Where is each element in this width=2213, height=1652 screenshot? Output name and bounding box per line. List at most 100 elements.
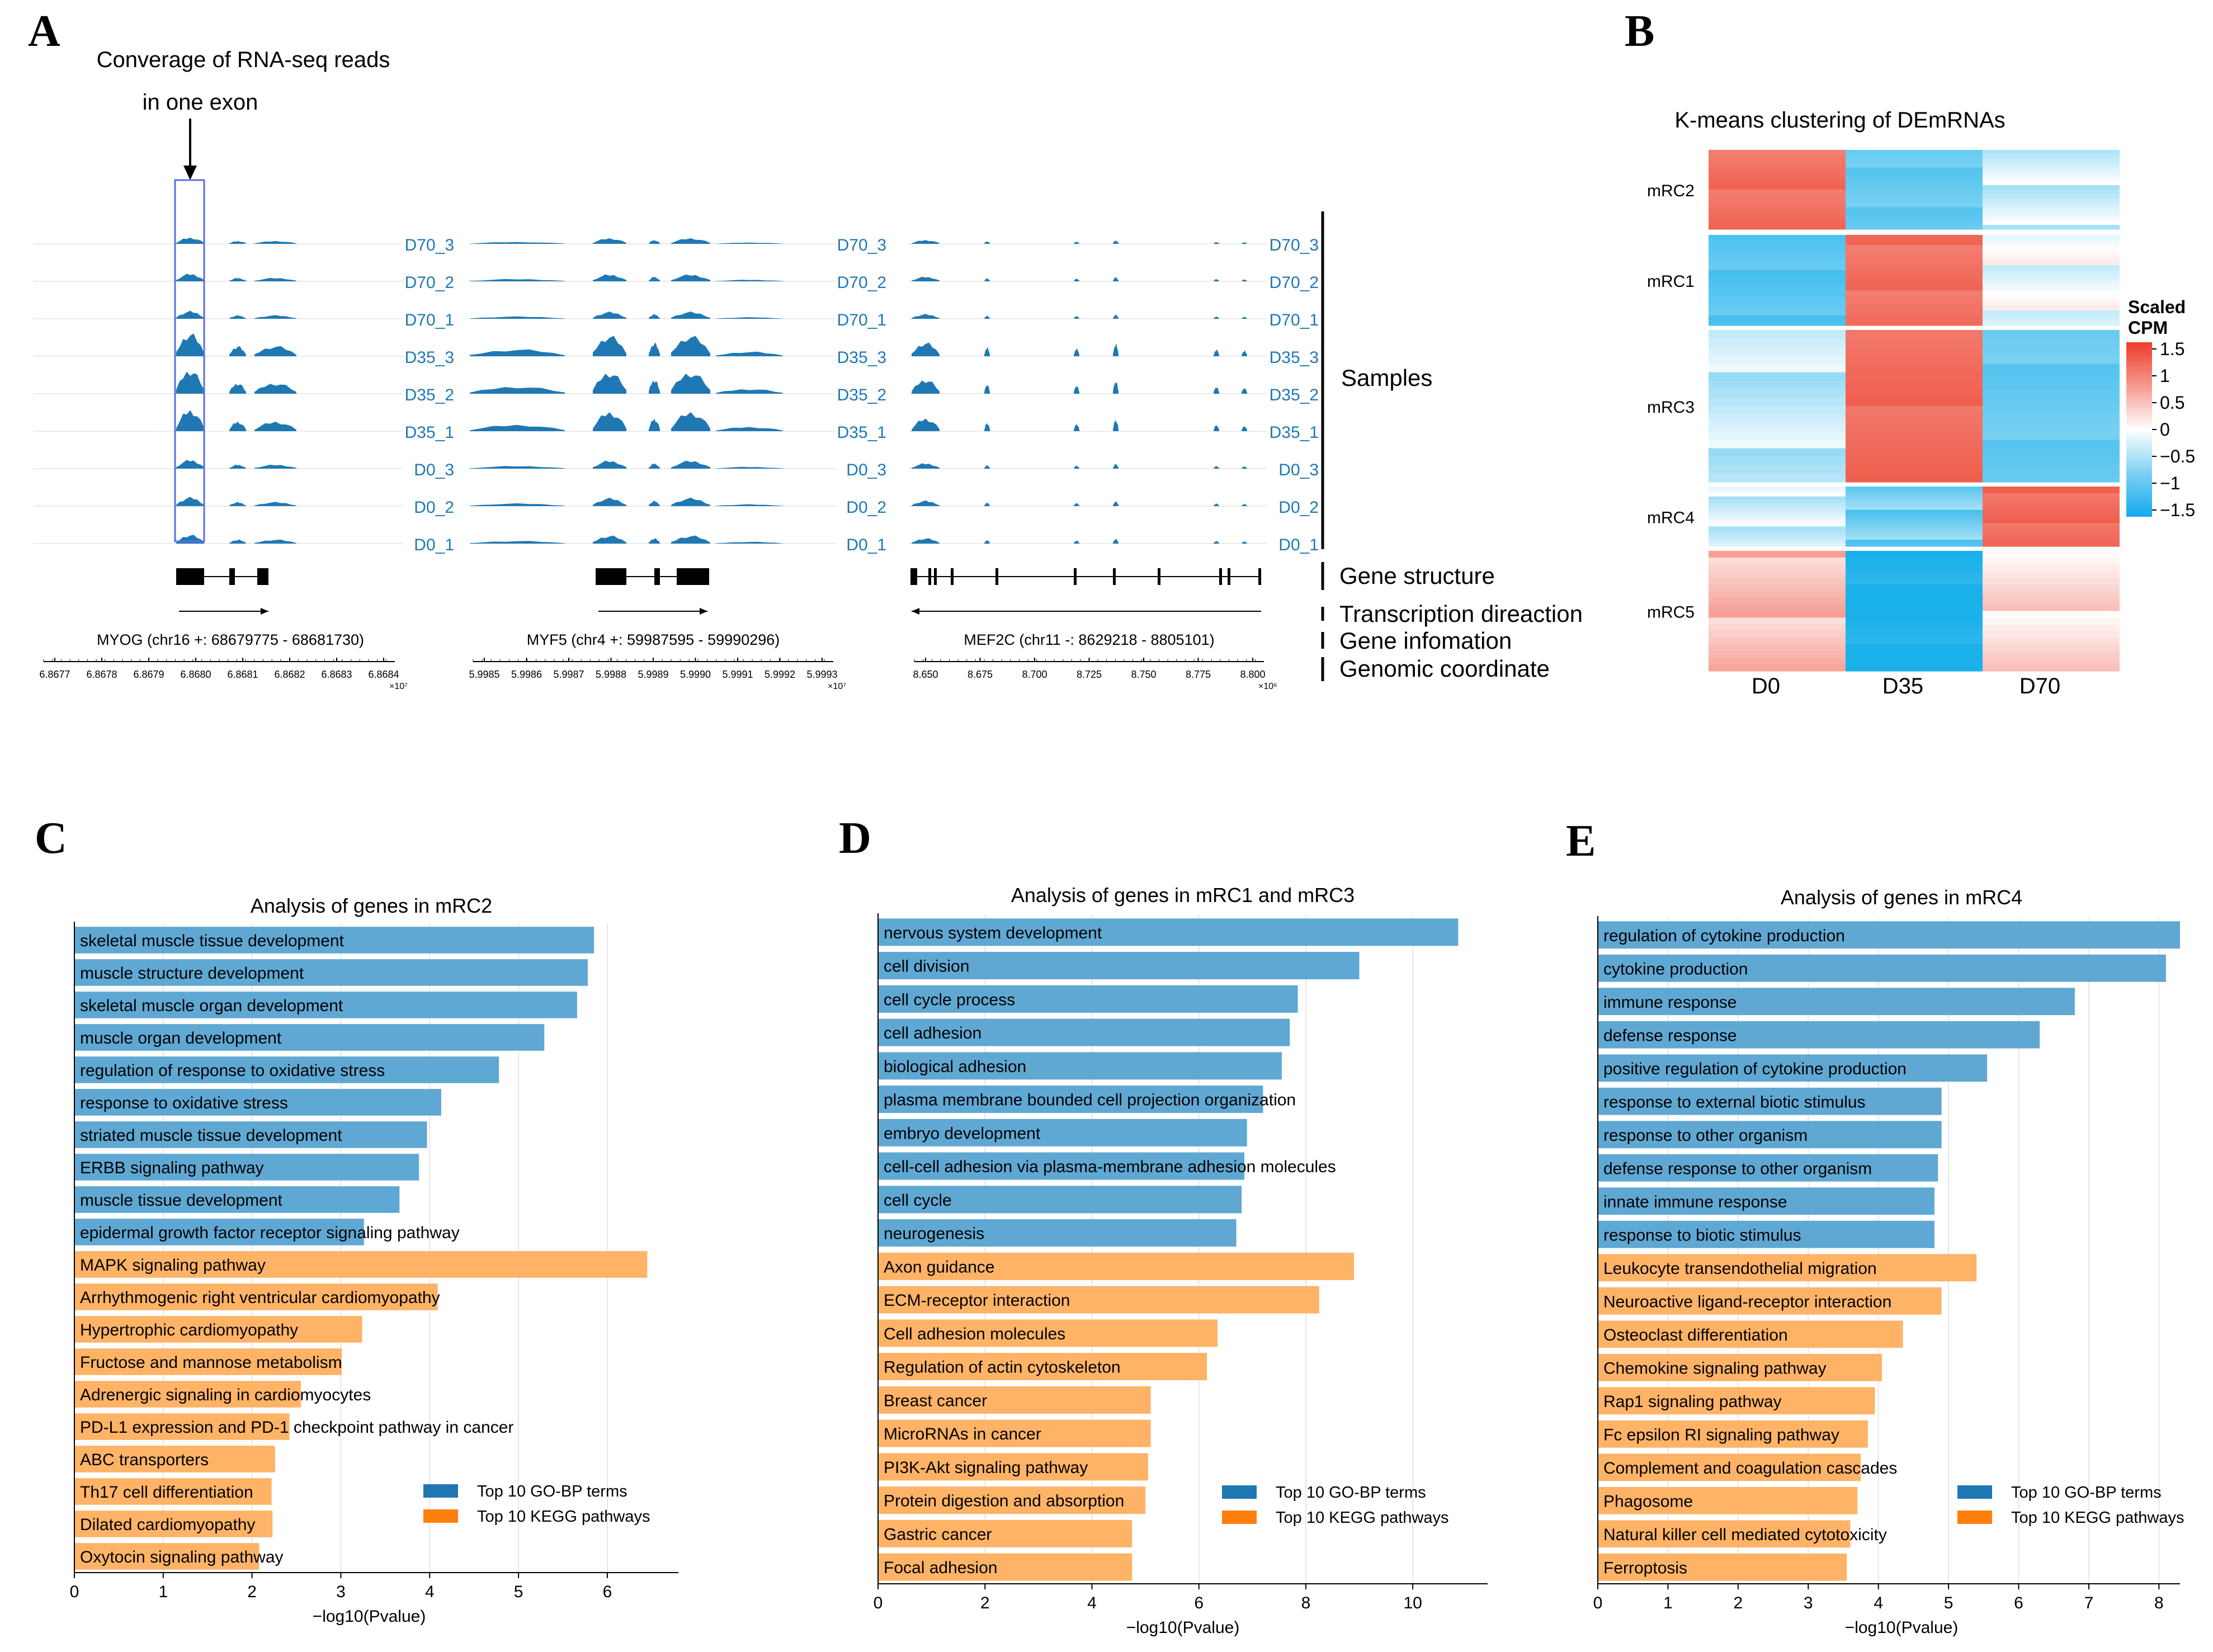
coverage-peak xyxy=(229,315,246,319)
coverage-peak xyxy=(1242,503,1247,506)
coverage-peak xyxy=(649,463,660,469)
bar xyxy=(74,992,577,1018)
genomic-tick-label: 5.9991 xyxy=(722,669,753,680)
bar xyxy=(878,1486,1146,1514)
transcription-label: Transcription direaction xyxy=(1339,601,1583,627)
panel-letter-a: A xyxy=(28,7,60,56)
heatmap-cell xyxy=(1983,604,2120,612)
heatmap-cell xyxy=(1709,503,1846,507)
sample-label: D0_2 xyxy=(1278,498,1319,517)
bar xyxy=(1598,954,2166,982)
heatmap-cell xyxy=(1846,530,1983,534)
bar-label: muscle organ development xyxy=(80,1029,282,1047)
color-scale-bar xyxy=(2126,342,2152,517)
x-tick-label: 6 xyxy=(1194,1594,1204,1612)
heatmap-cell xyxy=(1709,611,1846,618)
bar xyxy=(74,1219,364,1245)
sample-label: D70_3 xyxy=(837,236,886,254)
heatmap-cell xyxy=(1983,644,2120,652)
heatmap-cell xyxy=(1983,310,2120,316)
bar-label: cell cycle xyxy=(884,1191,952,1210)
heatmap-cell xyxy=(1846,406,1983,415)
coverage-peak xyxy=(470,541,565,544)
bar-label: muscle structure development xyxy=(80,964,304,983)
coverage-peak xyxy=(984,241,990,244)
gene-exon-block xyxy=(1074,568,1077,585)
bar-label: positive regulation of cytokine producti… xyxy=(1603,1060,1907,1078)
coverage-peak xyxy=(470,279,565,281)
heatmap-cell xyxy=(1709,523,1846,527)
coverage-peak xyxy=(176,333,204,356)
coverage-peak xyxy=(671,412,710,431)
sample-label: D70_2 xyxy=(405,273,454,292)
heatmap-cell xyxy=(1983,364,2120,373)
sample-label: D0_1 xyxy=(414,536,454,554)
bar xyxy=(878,1319,1218,1347)
coverage-peak xyxy=(984,465,990,469)
coverage-peak xyxy=(912,314,940,319)
genomic-tick-label: 6.8683 xyxy=(321,669,352,680)
heatmap-cell xyxy=(1846,624,1983,631)
heatmap-cell xyxy=(1709,154,1846,159)
heatmap-cell xyxy=(1709,150,1846,155)
heatmap-cell xyxy=(1709,211,1846,216)
heatmap-cell xyxy=(1983,397,2120,407)
coverage-peak xyxy=(470,503,565,506)
sample-label: D0_1 xyxy=(846,536,886,554)
coverage-peak xyxy=(984,315,990,319)
sample-label: D35_2 xyxy=(837,386,886,404)
bar-label: Natural killer cell mediated cytotoxicit… xyxy=(1603,1526,1887,1544)
heatmap-cell xyxy=(1846,564,1983,572)
coverage-peak xyxy=(912,240,940,244)
heatmap-cell xyxy=(1709,315,1846,321)
heatmap-cell xyxy=(1709,473,1846,483)
sample-label: D70_1 xyxy=(1270,311,1319,329)
x-tick-label: 1 xyxy=(1663,1594,1673,1612)
heatmap-cell xyxy=(1983,440,2120,449)
heatmap-cell xyxy=(1846,300,1983,306)
heatmap-cell xyxy=(1846,503,1983,507)
coverage-peak xyxy=(229,464,246,469)
coverage-peak xyxy=(1242,466,1247,469)
coverage-peak xyxy=(1214,466,1219,469)
cluster-label: mRC5 xyxy=(1647,603,1695,622)
coverage-peak xyxy=(1113,343,1119,356)
bar xyxy=(1598,1054,1988,1082)
bar xyxy=(878,1052,1282,1080)
coverage-peak xyxy=(229,384,246,394)
coverage-peak xyxy=(229,422,246,431)
coverage-peak xyxy=(649,380,660,394)
coverage-peak xyxy=(671,311,710,319)
bar xyxy=(1598,1453,1861,1481)
bar xyxy=(74,1348,342,1375)
coverage-peak xyxy=(1214,424,1219,431)
heatmap-cell xyxy=(1709,465,1846,474)
heatmap-cell xyxy=(1983,265,2120,271)
heatmap-cell xyxy=(1846,338,1983,347)
heatmap-cell xyxy=(1709,167,1846,173)
coverage-peak xyxy=(671,497,710,506)
heatmap-cell xyxy=(1846,496,1983,501)
coordinate-label: Genomic coordinate xyxy=(1339,655,1550,682)
heatmap-cell xyxy=(1846,440,1983,449)
coverage-peak xyxy=(470,387,565,394)
coverage-peak xyxy=(254,241,296,244)
heatmap-cell xyxy=(1709,487,1846,490)
bar xyxy=(878,1186,1242,1214)
bar xyxy=(1598,1187,1934,1215)
color-scale-ticks: 1.5 1 0.5 0 −0.5 −1 −1.5 xyxy=(2152,339,2195,520)
coverage-peak xyxy=(716,466,783,469)
coverage-peak xyxy=(470,242,565,244)
panel-letter-e: E xyxy=(1566,816,1596,866)
x-tick-label: 6 xyxy=(2014,1594,2023,1612)
x-tick-label: 0 xyxy=(874,1594,883,1612)
heatmap-cell xyxy=(1846,487,1983,490)
heatmap-cell xyxy=(1709,330,1846,339)
genomic-tick-label: 5.9992 xyxy=(765,669,795,680)
heatmap-cell xyxy=(1846,489,1983,494)
coverage-peak xyxy=(1113,277,1119,281)
heatmap-cell xyxy=(1983,631,2120,638)
heatmap-cell xyxy=(1983,638,2120,645)
bar-label: skeletal muscle tissue development xyxy=(80,932,345,950)
heatmap-cell xyxy=(1846,305,1983,311)
